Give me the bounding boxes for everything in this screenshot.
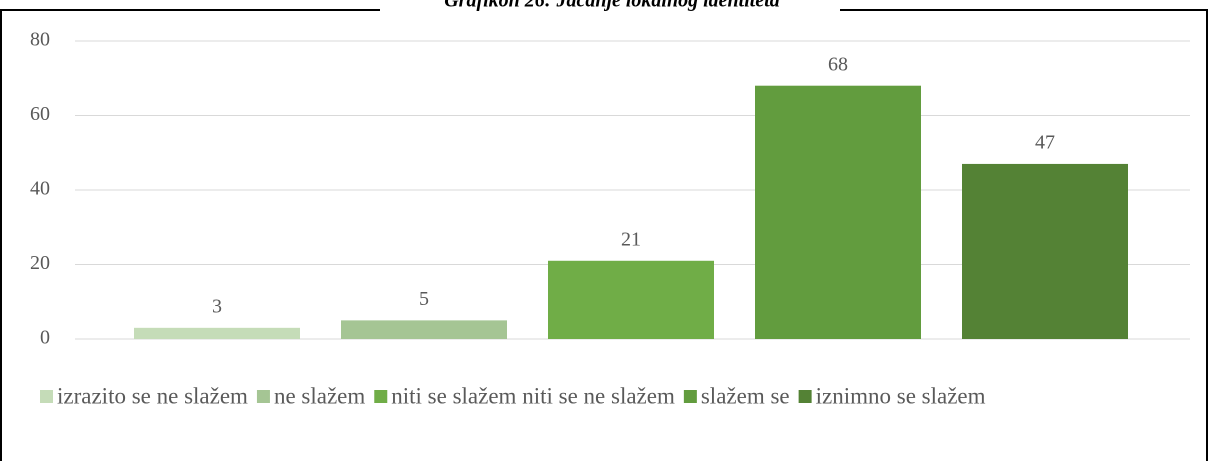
data-label: 68 <box>828 53 848 75</box>
y-tick-label: 20 <box>30 252 50 274</box>
y-tick-label: 60 <box>30 103 50 125</box>
y-tick-label: 80 <box>30 29 50 51</box>
data-label: 21 <box>621 228 641 250</box>
legend-swatch <box>683 390 697 403</box>
legend-text: niti se slažem niti se ne slažem <box>391 383 675 408</box>
y-tick-label: 40 <box>30 178 50 200</box>
legend-text: slažem se <box>701 383 790 408</box>
bar <box>341 320 507 339</box>
chart-title: Grafikon 26: Jačanje lokalnog identiteta <box>444 0 780 12</box>
legend-text: ne slažem <box>274 383 365 408</box>
legend-swatch <box>40 390 53 403</box>
legend-swatch <box>374 390 388 403</box>
bar <box>548 260 714 339</box>
bar <box>755 85 921 339</box>
legend-text: iznimno se slažem <box>816 383 986 408</box>
data-label: 3 <box>212 295 222 317</box>
legend-swatch <box>256 390 270 403</box>
title-backdrop <box>380 0 840 18</box>
y-tick-label: 0 <box>40 327 50 349</box>
bar <box>134 327 300 339</box>
bar <box>962 163 1128 339</box>
data-label: 5 <box>419 288 429 310</box>
data-label: 47 <box>1035 132 1055 154</box>
legend-swatch <box>798 390 812 403</box>
legend-text: izrazito se ne slažem <box>57 383 248 408</box>
